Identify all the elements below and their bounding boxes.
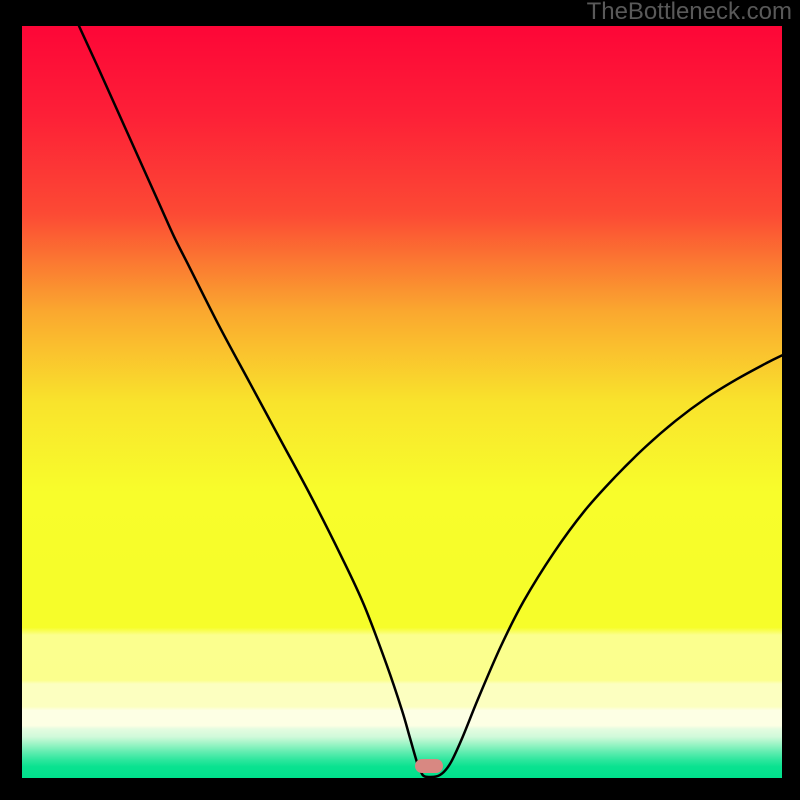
plot-area xyxy=(22,26,782,778)
bottleneck-curve xyxy=(22,26,782,778)
watermark-text: TheBottleneck.com xyxy=(587,0,792,24)
chart-root: TheBottleneck.com xyxy=(0,0,800,800)
optimal-point-marker xyxy=(415,759,443,773)
curve-path xyxy=(79,26,782,777)
